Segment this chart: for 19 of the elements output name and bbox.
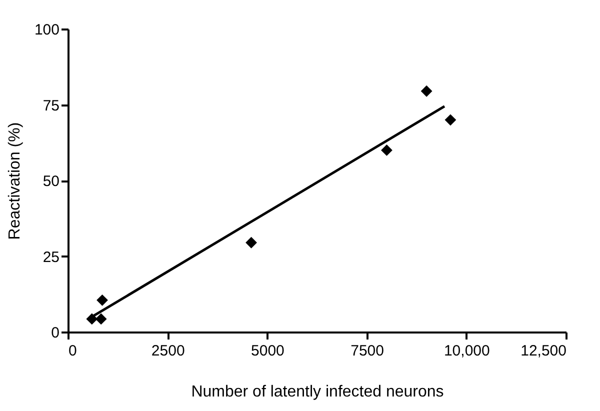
point <box>95 313 107 325</box>
x-tick-label: 12,500 <box>520 342 566 360</box>
y-tick-label: 100 <box>34 22 60 38</box>
x-tick-label: 10,000 <box>444 342 490 360</box>
x-tick-label: 2500 <box>151 342 185 360</box>
point <box>381 144 392 156</box>
x-tick-label: 5000 <box>251 342 284 360</box>
point <box>246 236 257 248</box>
y-tick-label: 0 <box>51 324 60 342</box>
y-axis-title: Reactivation (%) <box>6 122 24 240</box>
x-axis-title: Number of latently infected neurons <box>191 384 444 400</box>
y-tick-label: 50 <box>42 173 60 190</box>
y-tick-label: 25 <box>42 248 60 266</box>
point <box>444 114 456 126</box>
x-tick-label: 7500 <box>350 342 384 360</box>
x-tick-label: 0 <box>68 342 77 360</box>
point <box>96 294 108 306</box>
y-tick-label: 75 <box>42 97 60 114</box>
point <box>420 85 432 97</box>
